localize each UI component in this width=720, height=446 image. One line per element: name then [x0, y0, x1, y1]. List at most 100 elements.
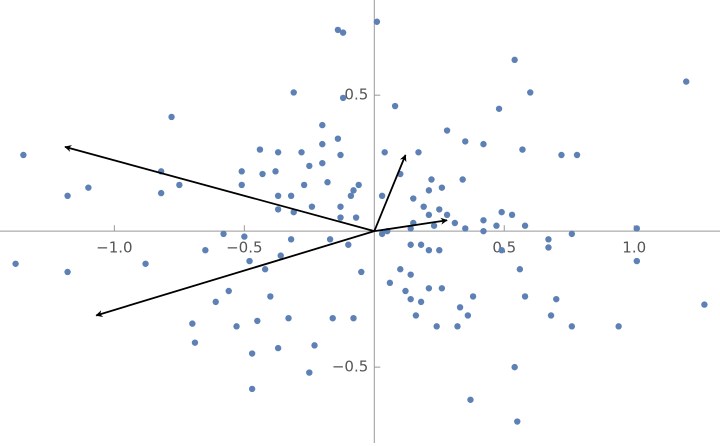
point: [436, 246, 443, 254]
point: [464, 312, 472, 319]
point: [220, 230, 227, 238]
arrow: [373, 154, 407, 232]
point: [456, 304, 464, 311]
point: [355, 181, 362, 189]
point: [334, 135, 342, 142]
arrow: [64, 145, 375, 233]
point: [511, 363, 518, 371]
point: [410, 195, 417, 202]
point: [261, 266, 269, 273]
point: [462, 138, 469, 145]
point: [443, 211, 451, 219]
point: [545, 244, 552, 251]
point: [212, 298, 219, 306]
point: [274, 192, 282, 200]
point: [238, 168, 245, 175]
point: [259, 170, 266, 178]
point: [267, 293, 274, 300]
point: [511, 56, 518, 64]
point: [324, 179, 331, 186]
point: [308, 203, 316, 210]
point: [493, 222, 500, 229]
point: [425, 211, 433, 219]
point: [545, 236, 552, 243]
point: [272, 168, 279, 175]
point: [350, 187, 357, 194]
point: [425, 285, 433, 292]
point: [521, 222, 529, 229]
point: [329, 314, 336, 322]
point: [615, 323, 622, 330]
point: [337, 203, 344, 210]
point: [433, 323, 440, 330]
point: [469, 293, 477, 300]
point: [256, 146, 264, 153]
point: [306, 162, 313, 170]
point: [319, 121, 326, 129]
point: [516, 266, 524, 273]
arrow: [374, 217, 448, 233]
point: [306, 369, 313, 376]
point: [337, 151, 344, 159]
point: [573, 151, 581, 159]
point: [248, 385, 256, 393]
point: [519, 146, 526, 153]
point: [386, 279, 394, 287]
point: [412, 312, 420, 319]
point: [402, 287, 409, 295]
point: [287, 192, 295, 200]
point: [233, 323, 240, 330]
point: [64, 192, 71, 200]
x-tick-label: −1.0: [96, 239, 132, 257]
point: [397, 266, 404, 273]
x-tick-label: 1.0: [622, 239, 646, 257]
point: [417, 241, 425, 248]
point: [352, 214, 360, 221]
point: [347, 192, 355, 200]
point: [319, 159, 326, 167]
point: [428, 176, 435, 183]
point: [298, 149, 305, 156]
point: [454, 323, 461, 330]
point: [378, 192, 386, 200]
point: [480, 140, 487, 148]
point: [176, 181, 183, 189]
point: [527, 89, 534, 96]
point: [248, 350, 256, 357]
point: [246, 257, 253, 265]
point: [85, 184, 92, 191]
point: [391, 102, 399, 110]
point: [142, 260, 149, 267]
y-tick-label: −0.5: [332, 358, 368, 376]
point: [480, 227, 487, 235]
point: [420, 203, 427, 210]
point: [378, 230, 386, 238]
x-tick-label: 0.5: [492, 239, 516, 257]
point: [701, 301, 708, 308]
point: [683, 78, 690, 85]
arrow: [95, 230, 375, 317]
point: [311, 342, 318, 349]
point: [254, 317, 261, 325]
point: [430, 222, 438, 229]
point: [274, 149, 282, 156]
point: [345, 241, 352, 248]
point: [451, 219, 459, 227]
point: [339, 29, 347, 36]
point: [373, 18, 381, 25]
point: [290, 89, 297, 96]
point: [407, 295, 414, 303]
point: [358, 268, 365, 276]
point: [514, 418, 521, 425]
point: [462, 225, 469, 232]
point: [425, 246, 433, 254]
point: [436, 206, 443, 213]
x-tick-label: −0.5: [226, 239, 262, 257]
point: [20, 151, 27, 159]
point: [480, 217, 487, 224]
point: [274, 344, 282, 352]
point: [553, 295, 560, 303]
point: [168, 113, 175, 121]
point: [459, 176, 466, 183]
